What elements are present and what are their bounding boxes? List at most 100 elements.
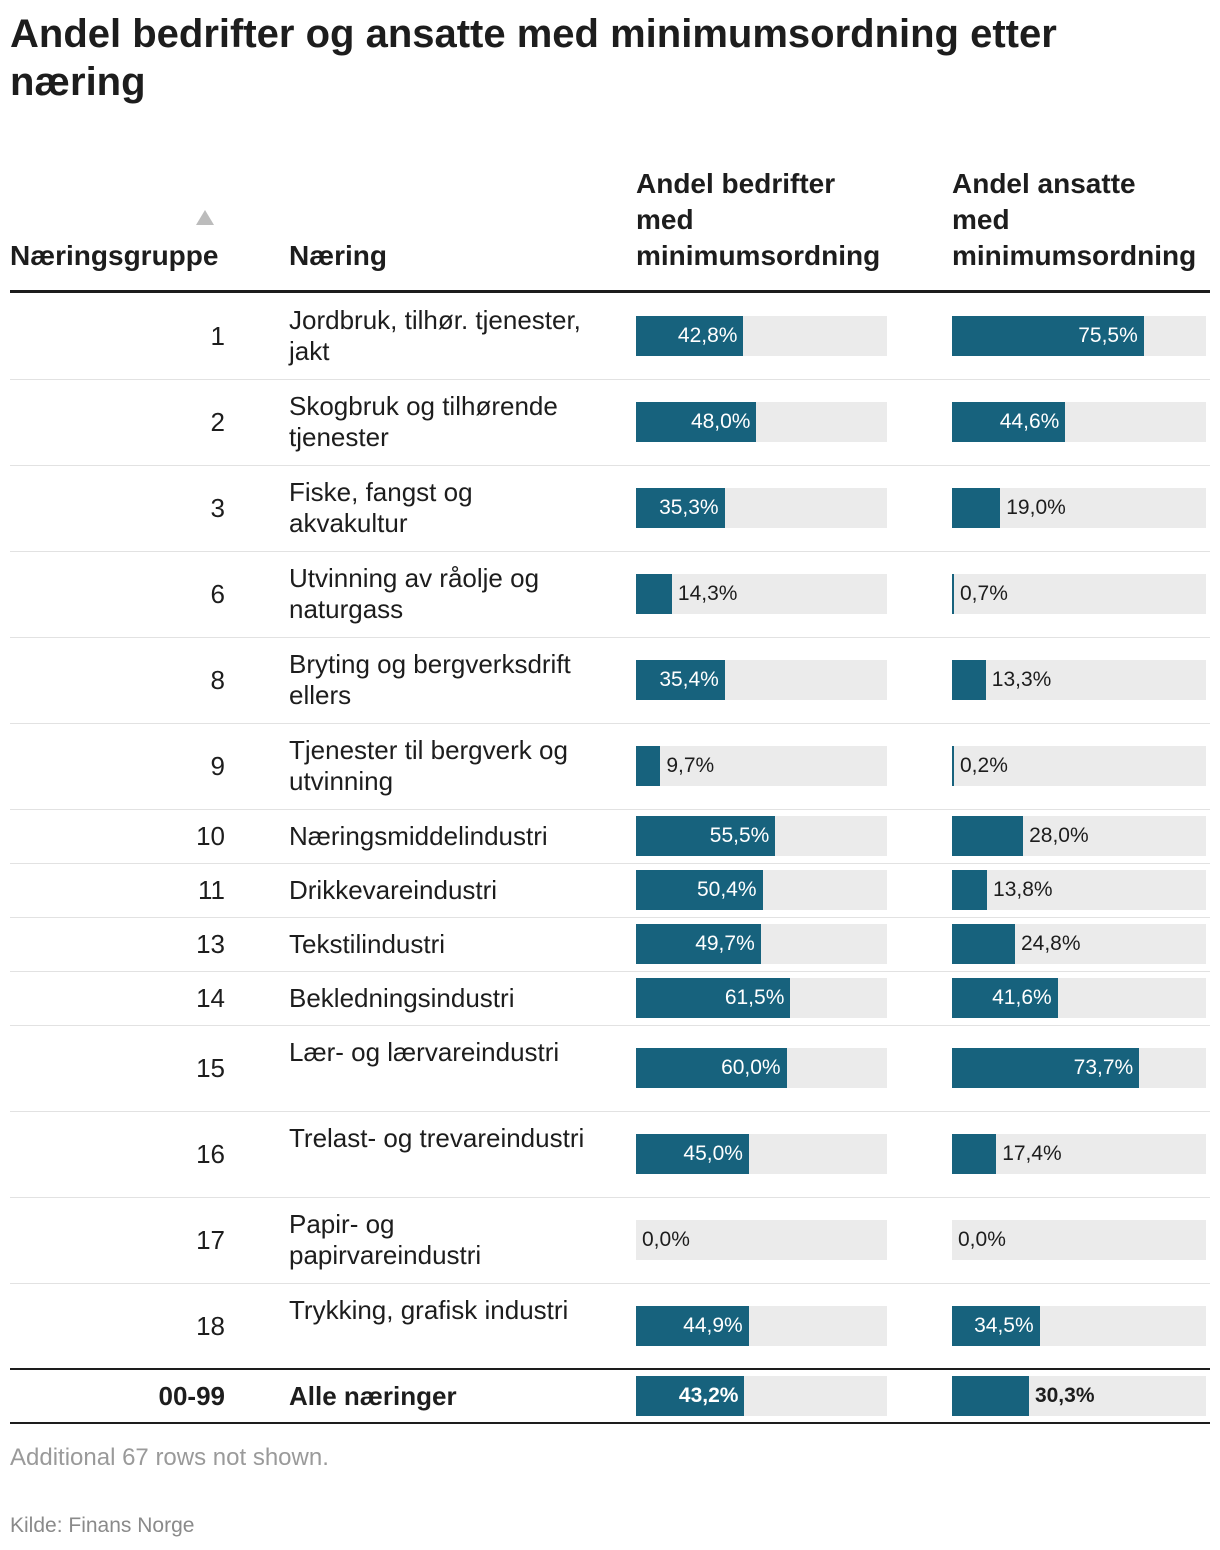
cell-group: 1 <box>210 321 225 351</box>
companies-track: 61,5% <box>636 978 887 1018</box>
cell-name: Bryting og bergverksdrift ellers <box>289 649 571 710</box>
companies-track: 42,8% <box>636 316 887 356</box>
companies-bar <box>636 978 791 1018</box>
table-row: 8 Bryting og bergverksdrift ellers 35,4% 13… <box>10 637 1210 724</box>
cell-name: Bekledningsindustri <box>289 983 515 1013</box>
companies-label: 44,9% <box>683 1314 743 1337</box>
column-header-companies-line-1: Andel bedrifter <box>636 168 836 199</box>
table-row: 6 Utvinning av råolje og naturgass 14,3% 0,… <box>10 551 1210 638</box>
companies-track: 14,3% <box>636 574 887 614</box>
companies-label: 0,0% <box>642 1228 690 1251</box>
table-row: 15 Lær- og lærvareindustri 60,0% 73,7% <box>10 1025 1210 1112</box>
cell-group: 9 <box>210 751 225 781</box>
employees-bar <box>952 1306 1040 1346</box>
column-header-employees-line-3: minimumsordning <box>952 240 1197 271</box>
employees-label: 73,7% <box>1073 1056 1134 1079</box>
employees-bar <box>952 924 1015 964</box>
cell-group: 11 <box>198 875 225 905</box>
employees-track: 0,0% <box>952 1220 1206 1260</box>
companies-track: 55,5% <box>636 816 887 856</box>
column-header-group[interactable]: Næringsgruppe <box>10 240 219 271</box>
cell-name: Trelast- og trevareindustri <box>289 1123 585 1153</box>
employees-label: 13,8% <box>993 878 1053 901</box>
employees-bar <box>952 316 1144 356</box>
companies-bar <box>636 488 725 528</box>
cell-group: 10 <box>196 821 225 851</box>
employees-track: 44,6% <box>952 402 1206 442</box>
cell-name: Papir- og papirvareindustri <box>289 1209 482 1270</box>
cell-group: 13 <box>196 929 225 959</box>
companies-bar <box>636 1376 745 1416</box>
employees-label: 13,3% <box>991 668 1052 691</box>
cell-name: Næringsmiddelindustri <box>289 821 548 851</box>
column-header-companies[interactable]: Andel bedrifter med minimumsordning <box>636 166 880 274</box>
companies-label: 42,8% <box>677 324 738 347</box>
table-row: 9 Tjenester til bergverk og utvinning 9,7%… <box>10 723 1210 810</box>
companies-label: 50,4% <box>696 878 757 901</box>
employees-bar <box>952 488 1001 528</box>
employees-label: 41,6% <box>992 986 1052 1009</box>
employees-bar <box>952 574 954 614</box>
employees-bar <box>952 660 986 700</box>
employees-label: 44,6% <box>999 410 1060 433</box>
cell-name: Utvinning av råolje og naturgass <box>289 563 540 624</box>
table-row: 2 Skogbruk og tilhørende tjenester 48,0% 44… <box>10 379 1210 466</box>
cell-group: 2 <box>210 407 225 437</box>
companies-track: 43,2% <box>636 1376 887 1416</box>
total-divider-bottom <box>10 1422 1210 1424</box>
cell-name: Lær- og lærvareindustri <box>289 1037 560 1067</box>
cell-group: 6 <box>210 579 225 609</box>
companies-track: 48,0% <box>636 402 887 442</box>
sort-ascending-icon[interactable] <box>196 210 214 225</box>
companies-track: 35,4% <box>636 660 887 700</box>
column-header-companies-line-2: med <box>636 204 694 235</box>
companies-label: 48,0% <box>690 410 751 433</box>
employees-label: 28,0% <box>1029 824 1089 847</box>
employees-label: 17,4% <box>1002 1142 1062 1165</box>
companies-label: 9,7% <box>666 754 715 777</box>
companies-track: 0,0% <box>636 1220 887 1260</box>
employees-bar <box>952 870 988 910</box>
employees-track: 75,5% <box>952 316 1206 356</box>
cell-group: 17 <box>196 1225 225 1255</box>
employees-label: 0,7% <box>960 582 1008 605</box>
employees-label: 30,3% <box>1034 1384 1095 1407</box>
table-row: 1 Jordbruk, tilhør. tjenester, jakt 42,8% 7… <box>10 293 1210 380</box>
column-header-employees-line-1: Andel ansatte <box>952 168 1136 199</box>
column-header-employees[interactable]: Andel ansatte med minimumsordning <box>952 166 1196 274</box>
cell-group: 00-99 <box>158 1381 226 1411</box>
table-row: 11 Drikkevareindustri 50,4% 13,8% <box>10 863 1210 918</box>
cell-group: 18 <box>196 1311 225 1341</box>
companies-bar <box>636 574 672 614</box>
cell-name: Tjenester til bergverk og utvinning <box>289 735 568 796</box>
cell-group: 14 <box>196 983 225 1013</box>
column-header-name[interactable]: Næring <box>289 240 387 271</box>
employees-track: 24,8% <box>952 924 1206 964</box>
companies-label: 55,5% <box>709 824 770 847</box>
companies-label: 45,0% <box>683 1142 743 1165</box>
companies-label: 43,2% <box>678 1384 739 1407</box>
employees-bar <box>952 746 954 786</box>
companies-track: 44,9% <box>636 1306 887 1346</box>
employees-bar <box>952 402 1066 442</box>
cell-group: 8 <box>210 665 225 695</box>
companies-bar <box>636 1048 787 1088</box>
companies-bar <box>636 660 725 700</box>
companies-label: 35,4% <box>659 668 719 691</box>
companies-track: 50,4% <box>636 870 887 910</box>
cell-name: Skogbruk og tilhørende tjenester <box>289 391 558 452</box>
cell-name: Drikkevareindustri <box>289 875 498 905</box>
companies-bar <box>636 746 661 786</box>
companies-bar <box>636 816 776 856</box>
companies-label: 49,7% <box>695 932 755 955</box>
cell-group: 3 <box>210 493 225 523</box>
rows-not-shown-note: Additional 67 rows not shown. <box>10 1444 329 1471</box>
column-header-companies-line-3: minimumsordning <box>636 240 881 271</box>
companies-track: 9,7% <box>636 746 887 786</box>
table-row: 3 Fiske, fangst og akvakultur 35,3% 19,0% <box>10 465 1210 552</box>
employees-bar <box>952 1376 1029 1416</box>
employees-bar <box>952 1134 997 1174</box>
table-row-total: 00-99 Alle næringer 43,2% 30,3% <box>10 1370 1210 1422</box>
companies-bar <box>636 924 761 964</box>
employees-track: 28,0% <box>952 816 1206 856</box>
